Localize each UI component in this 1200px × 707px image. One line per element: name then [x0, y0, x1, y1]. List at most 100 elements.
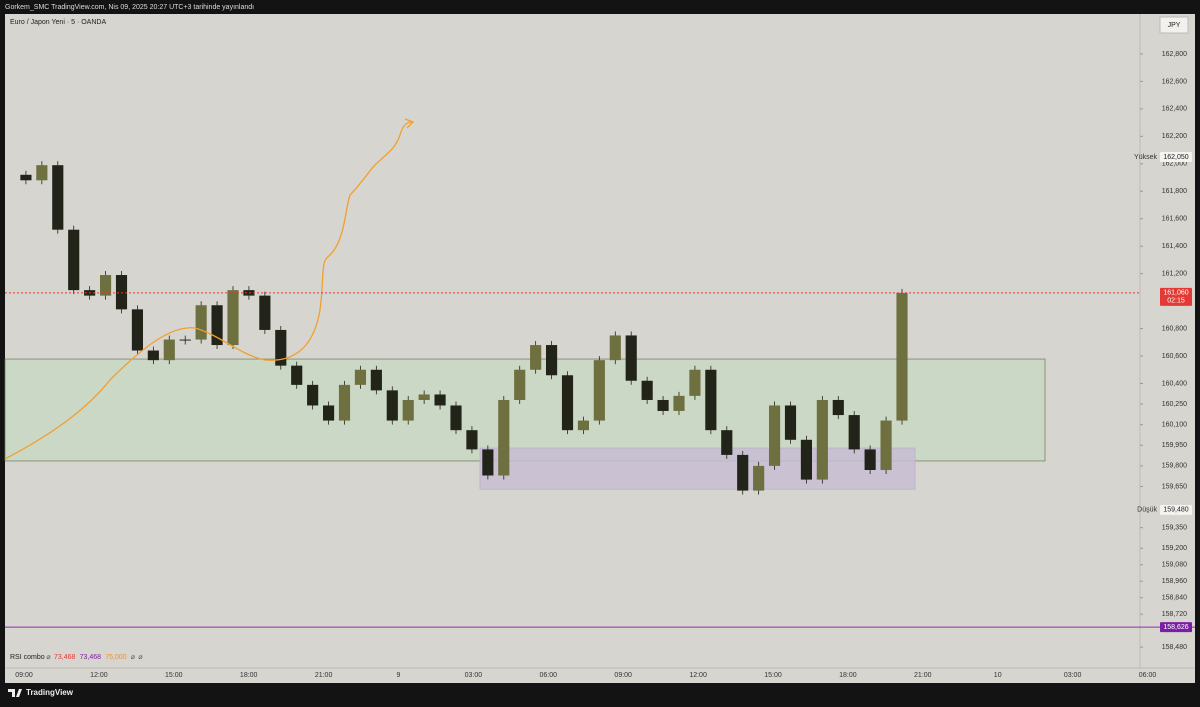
candle-body	[657, 399, 669, 411]
price-label: 162,400	[1162, 106, 1187, 113]
candle-body	[52, 165, 64, 230]
candle-body	[68, 229, 80, 291]
currency-box[interactable]	[1159, 16, 1189, 34]
currency[interactable]: JPY	[1168, 22, 1181, 29]
price-label: 161,200	[1162, 270, 1187, 277]
price-label: 159,200	[1162, 545, 1187, 552]
candle-body	[275, 329, 287, 366]
time-label: 21:00	[315, 672, 333, 679]
candle-body	[577, 420, 590, 431]
candle-body	[307, 384, 319, 406]
candle-body	[322, 405, 335, 421]
candle-body	[450, 405, 462, 431]
indicator-text: ⌀	[131, 654, 135, 661]
candle-body	[545, 345, 558, 376]
time-label: 12:00	[90, 672, 108, 679]
badge-label: 162,050	[1163, 154, 1188, 161]
price-label: 160,100	[1162, 422, 1187, 429]
indicator-text: ⌀	[46, 654, 50, 661]
time-label: 15:00	[165, 672, 183, 679]
price-label: 162,800	[1162, 51, 1187, 58]
countdown: 02:15	[1167, 298, 1185, 305]
candle-body	[609, 335, 621, 361]
time-label: 03:00	[1064, 672, 1082, 679]
candle-body	[466, 430, 478, 450]
time-label: 15:00	[764, 672, 782, 679]
price-label: 161,600	[1162, 216, 1187, 223]
zone	[479, 447, 916, 490]
time-label: 06:00	[540, 672, 558, 679]
candle-body	[673, 395, 685, 411]
candle-body	[115, 275, 128, 310]
logo	[8, 689, 22, 697]
high-label: Yüksek	[1134, 154, 1157, 161]
time-label: 06:00	[1139, 672, 1157, 679]
candle-body	[864, 449, 876, 471]
price-label: 159,950	[1162, 442, 1187, 449]
candle-body	[434, 394, 446, 406]
price-label: 160,250	[1162, 401, 1187, 408]
time-label: 9	[397, 672, 401, 679]
price-label: 159,350	[1162, 525, 1187, 532]
candle-body	[848, 415, 860, 450]
candle-body	[514, 369, 526, 400]
price-label: 162,000	[1162, 161, 1187, 168]
indicator-text: 73,468	[80, 654, 102, 661]
candle-body	[482, 449, 494, 476]
candle-body	[641, 380, 653, 400]
candle-body	[625, 335, 637, 381]
price-badge	[1160, 151, 1192, 162]
candle-body	[816, 399, 828, 480]
price-label: 161,800	[1162, 188, 1187, 195]
time-label: 09:00	[614, 672, 632, 679]
candle-body	[370, 369, 382, 391]
badge-label: 161,060	[1163, 290, 1188, 297]
time-label: 18:00	[839, 672, 857, 679]
price-badge	[1160, 622, 1192, 633]
time-label: 18:00	[240, 672, 258, 679]
time-label: 09:00	[15, 672, 33, 679]
candle-body	[354, 369, 367, 385]
candle-body	[768, 405, 781, 466]
candle-body	[163, 339, 175, 361]
candle-body	[179, 339, 191, 341]
time-label: 10	[994, 672, 1002, 679]
symbol: Euro / Japon Yeni · 5 · OANDA	[10, 19, 106, 26]
drawing-curve	[4, 121, 413, 460]
candle-body	[259, 295, 271, 330]
candle-body	[211, 305, 223, 346]
candle-body	[800, 439, 813, 480]
header-title: Gorkem_SMC TradingView.com, Nis 09, 2025…	[5, 4, 254, 11]
time-label: 21:00	[914, 672, 932, 679]
chart-area	[5, 14, 1195, 683]
footer	[0, 683, 1200, 702]
candle-body	[530, 345, 542, 370]
brand: TradingView	[26, 688, 74, 697]
low-label: Düşük	[1137, 507, 1157, 514]
price-label: 159,080	[1162, 562, 1187, 569]
badge-label: 158,626	[1163, 624, 1188, 631]
candle-body	[880, 420, 892, 471]
price-label: 158,720	[1162, 611, 1187, 618]
candle-body	[561, 375, 574, 431]
price-label: 158,840	[1162, 595, 1187, 602]
top-bar	[0, 0, 1200, 14]
indicator-text: ⌀	[138, 654, 142, 661]
price-label: 159,800	[1162, 463, 1187, 470]
indicator-text: RSI combo	[10, 654, 45, 661]
time-label: 12:00	[689, 672, 707, 679]
candle-body	[832, 399, 844, 416]
price-label: 160,600	[1162, 353, 1187, 360]
candle-body	[689, 369, 701, 396]
candle-body	[593, 360, 605, 421]
candle-body	[784, 405, 797, 440]
candle-body	[99, 275, 112, 296]
candle-body	[386, 390, 398, 421]
candle-body	[20, 174, 32, 181]
price-badge	[1160, 504, 1192, 515]
candle-body	[147, 350, 159, 361]
price-label: 160,800	[1162, 325, 1187, 332]
candle-body	[753, 465, 765, 491]
price-label: 162,600	[1162, 78, 1187, 85]
